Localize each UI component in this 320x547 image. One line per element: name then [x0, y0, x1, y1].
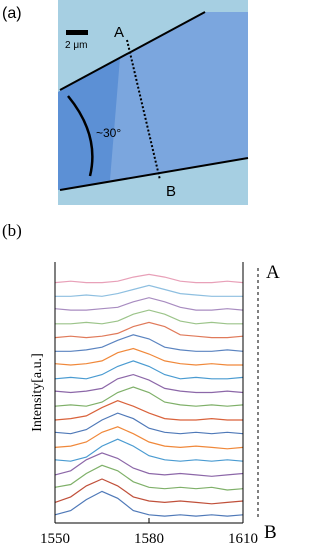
- figure: 2 μm A B ~30° (a) (b)155015801610Raman s…: [2, 0, 280, 547]
- spectrum-line: [54, 426, 244, 450]
- point-label: B: [166, 183, 176, 200]
- scale-bar: [66, 30, 88, 35]
- panel-b: (b)155015801610Raman shift [cm⁻¹]Intensi…: [2, 221, 280, 547]
- panel-label: (b): [2, 221, 22, 240]
- spectrum-line: [54, 386, 244, 407]
- spectrum-line: [54, 273, 244, 284]
- angle-label: ~30°: [96, 126, 121, 140]
- spectrum-line: [54, 412, 244, 435]
- spectrum-line: [55, 309, 243, 325]
- spectrum-line: [54, 478, 244, 505]
- spectrum-line: [54, 297, 244, 311]
- panel-label: (a): [2, 5, 22, 22]
- spectrum-line: [55, 284, 243, 297]
- spectrum-line: [54, 373, 244, 394]
- spectrum-line: [54, 452, 244, 477]
- spectrum-line: [54, 400, 243, 421]
- spectrum-line: [54, 464, 244, 491]
- annotation: B: [264, 522, 277, 543]
- flake-dark: [58, 58, 120, 190]
- scale-label: 2 μm: [65, 40, 87, 51]
- spectrum-line: [54, 347, 243, 366]
- spectrum-line: [55, 334, 244, 352]
- edge-line: [59, 157, 249, 191]
- x-tick-label: 1580: [134, 531, 164, 547]
- spectrum-line: [54, 360, 244, 380]
- edge-line: [59, 11, 206, 91]
- page: 2 μm A B ~30° (a) (b)155015801610Raman s…: [2, 0, 280, 547]
- angle-arc: [67, 95, 94, 177]
- panel-a: 2 μm A B ~30° (a): [2, 0, 249, 205]
- x-tick-label: 1610: [228, 531, 258, 547]
- y-axis-label: Intensity[a.u.]: [30, 353, 45, 432]
- spectrum-line: [54, 321, 244, 339]
- annotation: A: [266, 262, 280, 283]
- spectrum-line: [54, 490, 244, 517]
- x-tick-label: 1550: [40, 531, 70, 547]
- point-label: A: [114, 24, 124, 41]
- spectrum-line: [54, 438, 244, 462]
